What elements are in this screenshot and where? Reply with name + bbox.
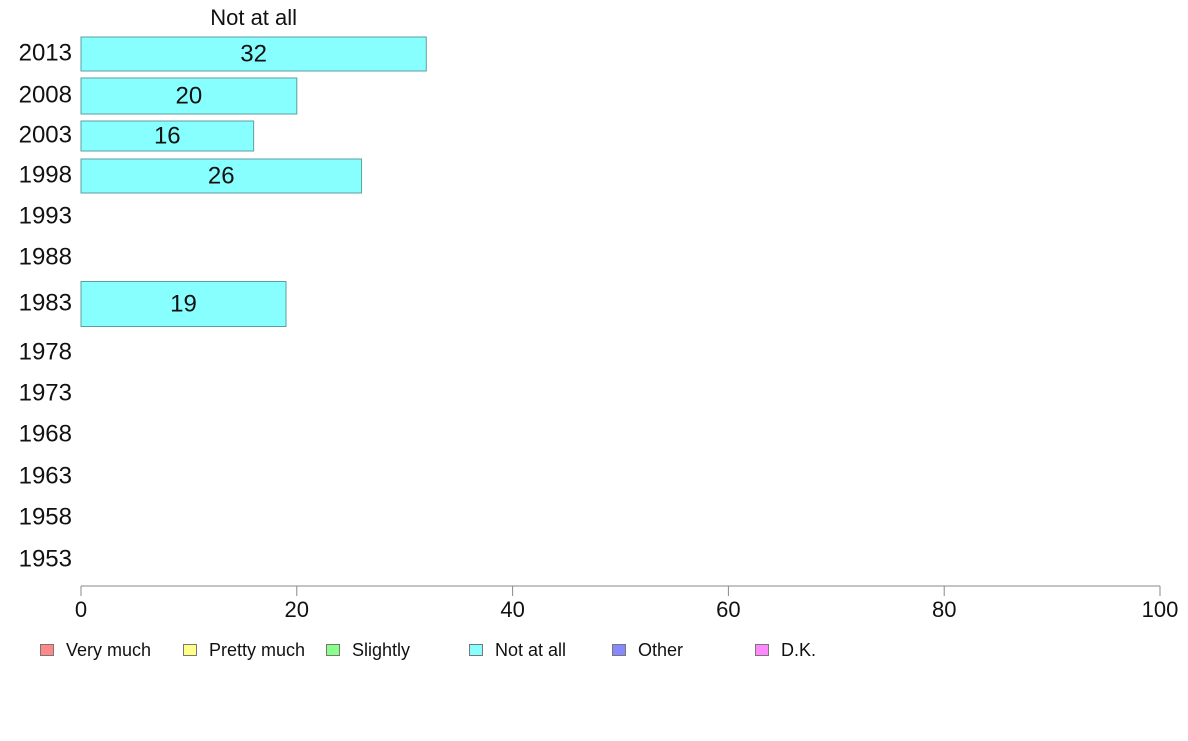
category-label: 1978 bbox=[19, 338, 72, 365]
legend-item: Other bbox=[612, 636, 683, 664]
legend-label: Other bbox=[638, 639, 684, 660]
legend-swatch bbox=[755, 644, 769, 656]
x-tick-label: 40 bbox=[500, 597, 524, 622]
legend: Very much Pretty much Slightly Not at al… bbox=[0, 636, 1188, 664]
legend-label: Very much bbox=[66, 639, 152, 660]
category-label: 2013 bbox=[19, 39, 72, 66]
legend-item: Very much bbox=[40, 636, 151, 664]
legend-swatch bbox=[612, 644, 626, 656]
bar-value-label: 32 bbox=[240, 40, 267, 67]
bar bbox=[80, 281, 287, 327]
legend-label: Slightly bbox=[352, 639, 411, 660]
category-label: 1968 bbox=[19, 420, 72, 447]
legend-swatch bbox=[183, 644, 197, 656]
category-label: 1993 bbox=[19, 202, 72, 229]
legend-item: Pretty much bbox=[183, 636, 305, 664]
category-label: 1963 bbox=[19, 462, 72, 489]
category-labels: 2013 2008 2003 1998 1993 1988 1983 1978 1973 1968… bbox=[19, 39, 72, 572]
legend-item: D.K. bbox=[755, 636, 816, 664]
bar-value-label: 19 bbox=[170, 290, 197, 317]
bar-value-label: 26 bbox=[208, 162, 235, 189]
legend-label: Pretty much bbox=[209, 639, 306, 660]
legend-label: Not at all bbox=[495, 639, 567, 660]
bar bbox=[80, 120, 255, 152]
category-label: 2008 bbox=[19, 81, 72, 108]
legend-swatch bbox=[40, 644, 54, 656]
x-tick-label: 60 bbox=[716, 597, 740, 622]
x-tick-label: 0 bbox=[75, 597, 87, 622]
category-label: 1973 bbox=[19, 379, 72, 406]
legend-swatch bbox=[469, 644, 483, 656]
x-tick-label: 100 bbox=[1142, 597, 1179, 622]
bar bbox=[80, 77, 298, 115]
x-axis: 0 20 40 60 80 100 bbox=[75, 585, 1179, 622]
category-label: 1958 bbox=[19, 503, 72, 530]
legend-item: Not at all bbox=[469, 636, 566, 664]
category-label: 1953 bbox=[19, 545, 72, 572]
x-tick-label: 80 bbox=[932, 597, 956, 622]
chart-title: Not at all bbox=[210, 5, 297, 30]
category-label: 1983 bbox=[19, 289, 72, 316]
category-label: 1988 bbox=[19, 243, 72, 270]
bar-value-label: 16 bbox=[154, 122, 181, 149]
legend-label: D.K. bbox=[781, 639, 817, 660]
bar-value-label: 20 bbox=[176, 82, 203, 109]
category-label: 1998 bbox=[19, 161, 72, 188]
bars-layer: 32 20 16 26 19 bbox=[80, 36, 427, 327]
bar bbox=[80, 158, 363, 194]
bar bbox=[80, 36, 427, 72]
x-tick-label: 20 bbox=[285, 597, 309, 622]
category-label: 2003 bbox=[19, 121, 72, 148]
legend-swatch bbox=[326, 644, 340, 656]
legend-item: Slightly bbox=[326, 636, 410, 664]
